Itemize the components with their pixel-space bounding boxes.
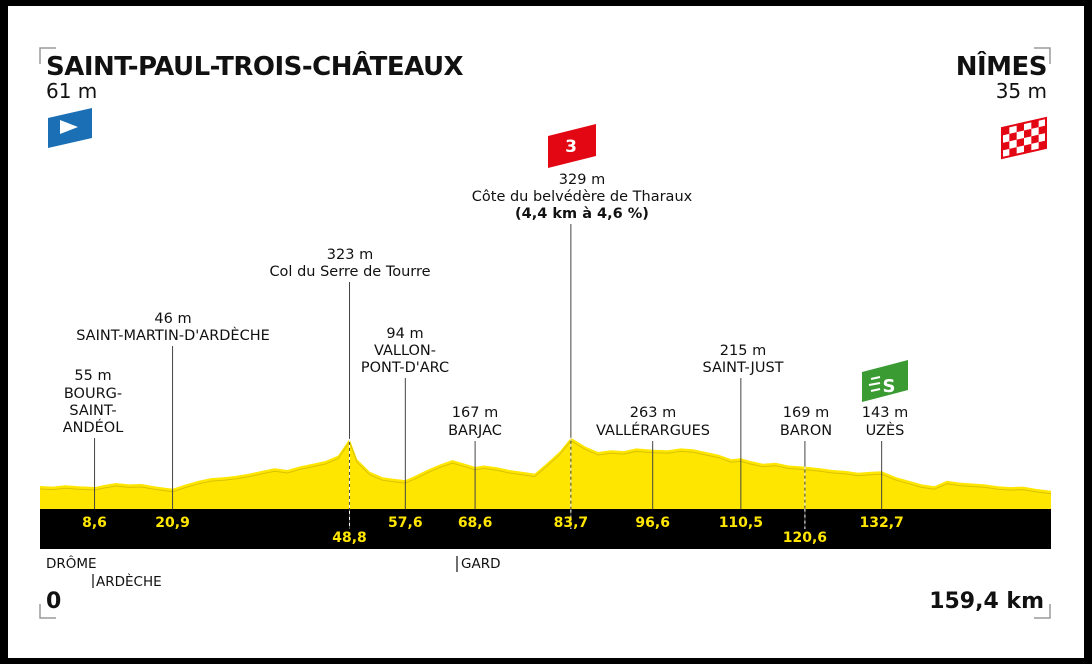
point-km-label: 96,6 — [635, 515, 670, 531]
point-altitude: 55 m — [74, 368, 111, 384]
point-km-label: 83,7 — [554, 515, 589, 531]
km-band — [40, 509, 1051, 549]
point-altitude: 143 m — [862, 405, 908, 421]
point-altitude: 323 m — [327, 247, 373, 263]
finish-town-name: NÎMES — [956, 50, 1047, 82]
finish-flag-square — [1038, 140, 1046, 150]
point-name: Côte du belvédère de Tharaux — [472, 189, 693, 205]
point-altitude: 329 m — [559, 172, 605, 188]
point-name: BARON — [780, 423, 832, 439]
point-km-label: 68,6 — [458, 515, 493, 531]
start-flag-icon — [48, 108, 92, 148]
point-name: BARJAC — [448, 423, 502, 439]
point-km-label: 20,9 — [155, 515, 190, 531]
stage-profile-card: SAINT-PAUL-TROIS-CHÂTEAUX 61 m NÎMES 35 … — [8, 6, 1084, 658]
finish-flag-square — [1009, 147, 1017, 157]
point-altitude: 94 m — [386, 326, 423, 342]
finish-flag-icon — [1001, 116, 1047, 160]
point-km-label: 120,6 — [783, 530, 827, 546]
point-altitude: 169 m — [783, 405, 829, 421]
finish-flag-square — [1002, 141, 1010, 151]
department-ardeche: ARDÈCHE — [96, 573, 162, 590]
climb-category-icon: 3 — [548, 124, 596, 168]
start-altitude: 61 m — [46, 79, 97, 103]
point-name: VALLON- — [374, 343, 436, 359]
route-points: 55 m BOURG-SAINT-ANDÉOL 8,6 46 mSAINT-MARTI… — [63, 172, 909, 546]
finish-flag-square — [1024, 128, 1032, 138]
point-km-label: 48,8 — [332, 530, 367, 546]
finish-altitude: 35 m — [996, 79, 1047, 103]
point-altitude: 263 m — [630, 405, 676, 421]
point-name: ANDÉOL — [63, 419, 124, 436]
point-km-label: 132,7 — [860, 515, 904, 531]
finish-flag-square — [1031, 134, 1039, 144]
department-gard: GARD — [461, 556, 500, 572]
point-km-label: 8,6 — [82, 515, 107, 531]
point-name: VALLÉRARGUES — [596, 422, 710, 439]
climb-category-label: 3 — [565, 137, 577, 157]
point-name: SAINT-JUST — [702, 360, 783, 376]
point-name: BOURG- — [64, 386, 122, 402]
department-drome: DRÔME — [46, 554, 97, 572]
point-altitude: 167 m — [452, 405, 498, 421]
finish-flag-square — [1009, 132, 1017, 142]
elevation-profile-area — [40, 437, 1051, 509]
finish-flag-square — [1038, 125, 1046, 135]
start-town-name: SAINT-PAUL-TROIS-CHÂTEAUX — [46, 50, 464, 82]
climb-detail: (4,4 km à 4,6 %) — [515, 206, 649, 222]
total-distance: 159,4 km — [929, 589, 1044, 614]
frame-brackets — [39, 47, 1051, 619]
point-name: PONT-D'ARC — [361, 360, 449, 376]
sprint-label: S — [883, 376, 896, 397]
sprint-icon: S — [862, 360, 908, 402]
stage-profile-chart: SAINT-PAUL-TROIS-CHÂTEAUX 61 m NÎMES 35 … — [39, 47, 1052, 619]
elevation-profile-shade — [39, 440, 1052, 495]
finish-flag-square — [1024, 143, 1032, 153]
point-name: Col du Serre de Tourre — [269, 264, 430, 280]
point-km-label: 110,5 — [719, 515, 763, 531]
finish-flag-square — [1002, 126, 1010, 136]
point-name: UZÈS — [866, 422, 905, 439]
point-altitude: 215 m — [720, 343, 766, 359]
start-distance: 0 — [46, 589, 61, 614]
point-name: SAINT- — [69, 403, 116, 419]
finish-flag-square — [1016, 123, 1024, 133]
point-km-label: 57,6 — [388, 515, 423, 531]
point-altitude: 46 m — [154, 311, 191, 327]
point-name: SAINT-MARTIN-D'ARDÈCHE — [76, 327, 270, 344]
finish-flag-square — [1031, 119, 1039, 129]
finish-flag-square — [1016, 138, 1024, 148]
